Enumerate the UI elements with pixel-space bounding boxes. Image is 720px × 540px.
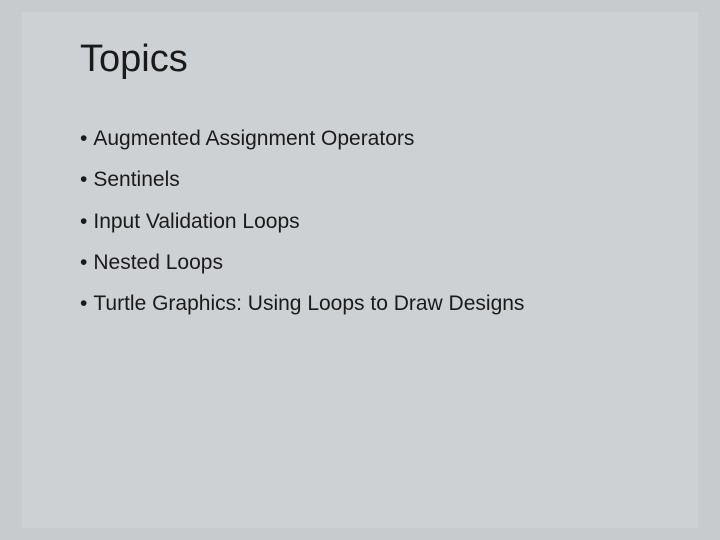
- list-item: • Turtle Graphics: Using Loops to Draw D…: [80, 290, 658, 317]
- list-item: • Nested Loops: [80, 249, 658, 276]
- bullet-text: Input Validation Loops: [93, 208, 299, 235]
- slide-title: Topics: [80, 38, 188, 81]
- bullet-icon: •: [80, 290, 87, 317]
- bullet-icon: •: [80, 166, 87, 193]
- list-item: • Augmented Assignment Operators: [80, 125, 658, 152]
- bullet-text: Nested Loops: [93, 249, 223, 276]
- list-item: • Input Validation Loops: [80, 208, 658, 235]
- bullet-text: Augmented Assignment Operators: [93, 125, 414, 152]
- bullet-icon: •: [80, 125, 87, 152]
- slide-container: Topics • Augmented Assignment Operators …: [22, 12, 698, 528]
- bullet-text: Sentinels: [93, 166, 179, 193]
- bullet-icon: •: [80, 249, 87, 276]
- bullet-list: • Augmented Assignment Operators • Senti…: [80, 125, 658, 331]
- bullet-icon: •: [80, 208, 87, 235]
- bullet-text: Turtle Graphics: Using Loops to Draw Des…: [93, 290, 524, 317]
- list-item: • Sentinels: [80, 166, 658, 193]
